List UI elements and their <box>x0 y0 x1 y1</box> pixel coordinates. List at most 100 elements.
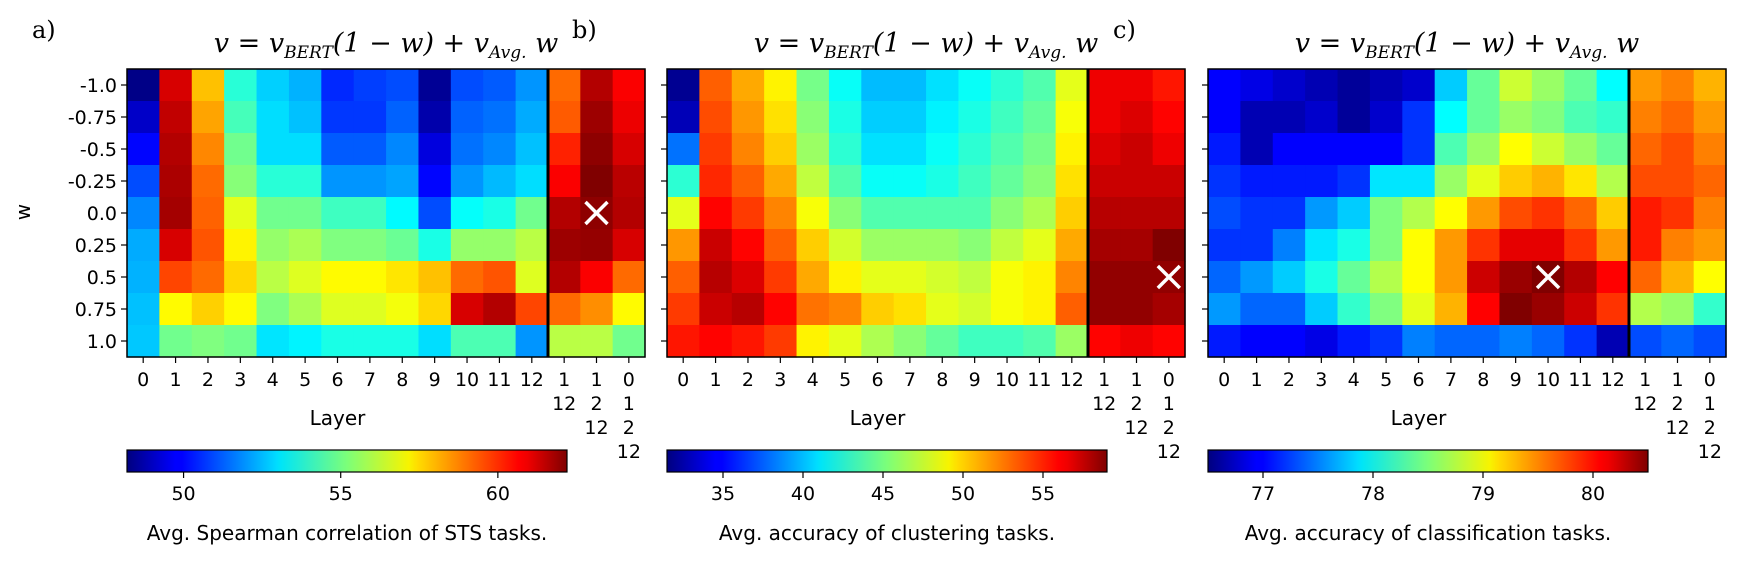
heatmap-cell <box>612 293 646 326</box>
heatmap-cell <box>1208 325 1241 358</box>
heatmap-cell <box>1120 325 1154 358</box>
panel-a: a) v = vBERT(1 − w) + vAvg. w -1.0 -0.75 -0.… <box>32 16 646 545</box>
heatmap-cell <box>1434 261 1468 294</box>
heatmap-cell <box>1120 101 1154 134</box>
heatmap-cell <box>159 101 193 134</box>
heatmap-cell <box>1240 229 1274 262</box>
heatmap-cell <box>353 69 387 102</box>
heatmap-cell <box>1467 165 1501 198</box>
heatmap-cell <box>1531 229 1565 262</box>
heatmap-cell <box>1337 69 1371 102</box>
heatmap-cell <box>1369 101 1403 134</box>
heatmap-cell <box>1369 197 1403 230</box>
heatmap-cell <box>796 133 830 166</box>
x-tick-label: 1 <box>1251 369 1263 391</box>
combo-tick-label: 1 12 <box>1092 369 1116 415</box>
heatmap-cell <box>1369 325 1403 358</box>
heatmap-cell <box>1305 325 1339 358</box>
heatmap-cell <box>1564 69 1598 102</box>
heatmap-cell <box>1088 133 1121 166</box>
heatmap-cell <box>731 101 765 134</box>
y-tick-label: -1.0 <box>80 75 117 97</box>
heatmap-cell <box>418 293 452 326</box>
combo-tick-label: 1 12 <box>552 369 576 415</box>
heatmap-cell <box>612 101 646 134</box>
x-tick-label: 2 <box>1283 369 1295 391</box>
heatmap-cell <box>548 325 581 358</box>
x-tick-label: 0 <box>677 369 689 391</box>
heatmap-cell <box>699 165 733 198</box>
heatmap-cell <box>958 197 992 230</box>
x-tick-label: 5 <box>839 369 851 391</box>
heatmap-cell <box>796 69 830 102</box>
heatmap-cell <box>1272 293 1306 326</box>
heatmap-cell <box>1661 261 1695 294</box>
heatmap-cell <box>548 69 581 102</box>
heatmap-cell <box>127 325 160 358</box>
heatmap-cell <box>796 165 830 198</box>
heatmap-cell <box>127 293 160 326</box>
heatmap-cell <box>893 293 927 326</box>
heatmap-cell <box>1120 69 1154 102</box>
heatmap-cell <box>224 261 258 294</box>
panel-c: c) v = vBERT(1 − w) + vAvg. w0 1 2 3 4 5 6 7 8 9 10… <box>1113 16 1727 545</box>
heatmap-cell <box>1434 165 1468 198</box>
heatmap-cell <box>548 165 581 198</box>
heatmap-cell <box>958 325 992 358</box>
heatmap-cell <box>1208 261 1241 294</box>
heatmap-cell <box>1369 133 1403 166</box>
x-tick-label: 10 <box>1536 369 1560 391</box>
heatmap-cell <box>861 101 895 134</box>
heatmap-cell <box>353 165 387 198</box>
heatmap-cell <box>515 229 549 262</box>
heatmap-cell <box>1564 165 1598 198</box>
heatmap-cell <box>926 293 960 326</box>
colorbar-label: Avg. accuracy of classification tasks. <box>1245 521 1612 545</box>
colorbar: 77 78 79 80 Avg. accuracy of classification … <box>1207 449 1649 545</box>
heatmap-cell <box>1337 325 1371 358</box>
heatmap-cell <box>1240 325 1274 358</box>
heatmap-cell <box>321 197 355 230</box>
heatmap-cell <box>958 133 992 166</box>
x-tick-label: 5 <box>299 369 311 391</box>
heatmap-cell <box>1596 101 1630 134</box>
heatmap-cell <box>926 229 960 262</box>
heatmap-cell <box>1402 165 1436 198</box>
heatmap-cell <box>1693 293 1727 326</box>
heatmap-cell <box>1337 101 1371 134</box>
heatmap-cell <box>224 293 258 326</box>
x-tick-label: 0 <box>137 369 149 391</box>
heatmap-cell <box>1023 229 1057 262</box>
heatmap-cell <box>893 133 927 166</box>
heatmap-cell <box>1402 101 1436 134</box>
heatmap-cell <box>861 197 895 230</box>
heatmap-cell <box>483 197 517 230</box>
heatmap-cell <box>159 197 193 230</box>
heatmap-cell <box>1055 69 1089 102</box>
heatmap-cell <box>990 229 1024 262</box>
heatmap-cell <box>1305 261 1339 294</box>
heatmap-cell <box>1499 229 1533 262</box>
heatmap-cell <box>764 293 798 326</box>
heatmap-cell <box>1305 69 1339 102</box>
heatmap-cell <box>191 293 225 326</box>
heatmap-cell <box>224 165 258 198</box>
heatmap-cell <box>127 69 160 102</box>
heatmap-cell <box>1152 69 1186 102</box>
heatmap-cell <box>548 229 581 262</box>
heatmap-cell <box>1402 261 1436 294</box>
heatmap-cell <box>796 101 830 134</box>
heatmap-cell <box>1629 325 1662 358</box>
heatmap-cell <box>127 229 160 262</box>
heatmap-cell <box>1499 133 1533 166</box>
heatmap-cell <box>861 69 895 102</box>
y-tick-label: -0.75 <box>68 107 117 129</box>
panel-title: v = vBERT(1 − w) + vAvg. w <box>754 28 1098 63</box>
heatmap-cell <box>321 293 355 326</box>
heatmap-cell <box>1305 101 1339 134</box>
heatmap-cell <box>731 229 765 262</box>
heatmap-cell <box>1629 197 1662 230</box>
heatmap-cell <box>893 229 927 262</box>
heatmap-cell <box>288 197 322 230</box>
